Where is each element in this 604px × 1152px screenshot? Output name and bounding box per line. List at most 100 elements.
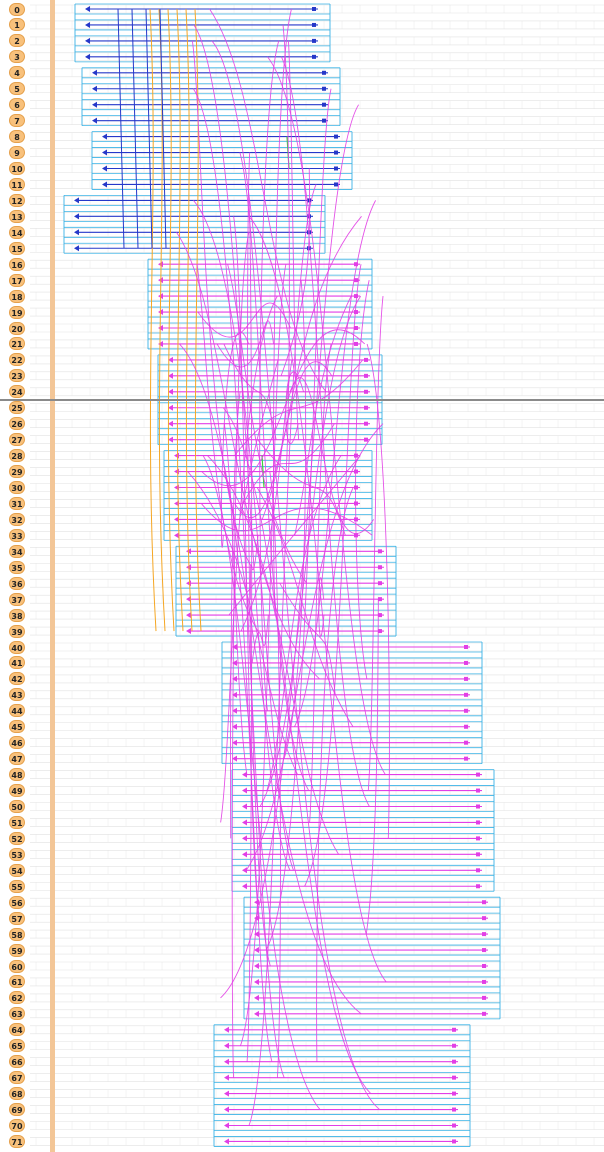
row-label-6[interactable]: 6 [9, 98, 25, 112]
magenta-net [230, 391, 241, 839]
magenta-net [196, 264, 259, 632]
row-label-16[interactable]: 16 [9, 257, 25, 271]
row-label-50[interactable]: 50 [9, 800, 25, 813]
row-label-3[interactable]: 3 [9, 50, 25, 64]
pin-marker [334, 150, 338, 155]
row-label-36[interactable]: 36 [9, 576, 25, 590]
magenta-net [216, 320, 274, 368]
row-label-0[interactable]: 0 [9, 2, 25, 16]
magenta-net [223, 343, 277, 440]
arrow-marker [92, 85, 97, 92]
row-label-28[interactable]: 28 [9, 449, 25, 463]
row-label-15[interactable]: 15 [9, 241, 25, 255]
row-label-68[interactable]: 68 [9, 1087, 25, 1101]
pin-marker [452, 1091, 456, 1096]
row-label-13[interactable]: 13 [9, 209, 25, 223]
row-label-22[interactable]: 22 [9, 353, 25, 367]
row-label-45[interactable]: 45 [9, 720, 25, 734]
row-label-20[interactable]: 20 [9, 321, 25, 335]
row-label-31[interactable]: 31 [9, 496, 25, 510]
row-label-2[interactable]: 2 [9, 34, 25, 48]
row-label-26[interactable]: 26 [9, 417, 25, 431]
row-label-69[interactable]: 69 [9, 1103, 25, 1117]
row-label-52[interactable]: 52 [9, 831, 25, 845]
magenta-net [251, 615, 269, 664]
row-label-47[interactable]: 47 [9, 752, 25, 766]
row-label-70[interactable]: 70 [9, 1119, 25, 1132]
green-net [261, 455, 265, 488]
row-label-61[interactable]: 61 [9, 975, 25, 989]
row-label-44[interactable]: 44 [9, 704, 25, 718]
row-label-19[interactable]: 19 [9, 305, 25, 319]
row-label-63[interactable]: 63 [9, 1007, 25, 1021]
blue-net [145, 8, 153, 249]
row-label-37[interactable]: 37 [9, 592, 25, 606]
row-label-30[interactable]: 30 [9, 481, 25, 494]
row-label-14[interactable]: 14 [9, 225, 25, 239]
row-label-17[interactable]: 17 [9, 273, 25, 287]
magenta-net [355, 280, 370, 679]
pin-marker [464, 692, 468, 697]
row-label-10[interactable]: 10 [9, 162, 25, 175]
magenta-net [192, 88, 285, 1078]
row-label-57[interactable]: 57 [9, 911, 25, 925]
row-label-29[interactable]: 29 [9, 465, 25, 479]
row-label-33[interactable]: 33 [9, 528, 25, 542]
arrow-marker [242, 787, 247, 794]
row-label-38[interactable]: 38 [9, 608, 25, 622]
row-label-41[interactable]: 41 [9, 656, 25, 670]
row-label-66[interactable]: 66 [9, 1055, 25, 1069]
magenta-net [233, 216, 260, 919]
row-label-23[interactable]: 23 [9, 369, 25, 383]
row-label-12[interactable]: 12 [9, 193, 25, 207]
row-label-8[interactable]: 8 [9, 130, 25, 144]
row-label-34[interactable]: 34 [9, 544, 25, 558]
row-label-56[interactable]: 56 [9, 895, 25, 909]
row-label-11[interactable]: 11 [9, 177, 25, 191]
pin-marker [482, 900, 486, 905]
row-label-35[interactable]: 35 [9, 560, 25, 574]
row-label-5[interactable]: 5 [9, 82, 25, 96]
row-label-54[interactable]: 54 [9, 863, 25, 877]
row-label-65[interactable]: 65 [9, 1039, 25, 1053]
row-label-46[interactable]: 46 [9, 736, 25, 750]
row-label-39[interactable]: 39 [9, 624, 25, 638]
row-label-42[interactable]: 42 [9, 672, 25, 686]
row-label-55[interactable]: 55 [9, 879, 25, 893]
arrow-marker [224, 1122, 229, 1129]
row-label-71[interactable]: 71 [9, 1134, 25, 1148]
row-label-58[interactable]: 58 [9, 927, 25, 941]
row-label-21[interactable]: 21 [9, 337, 25, 351]
row-label-64[interactable]: 64 [9, 1023, 25, 1037]
magenta-net [285, 371, 304, 444]
row-label-43[interactable]: 43 [9, 688, 25, 702]
row-label-49[interactable]: 49 [9, 784, 25, 798]
row-label-4[interactable]: 4 [9, 66, 25, 80]
row-label-18[interactable]: 18 [9, 289, 25, 303]
arrow-marker [186, 580, 191, 587]
row-label-9[interactable]: 9 [9, 146, 25, 160]
row-label-59[interactable]: 59 [9, 943, 25, 957]
pin-marker [476, 804, 480, 809]
magenta-net [220, 331, 250, 548]
row-label-60[interactable]: 60 [9, 959, 25, 973]
row-label-7[interactable]: 7 [9, 114, 25, 128]
magenta-net [234, 359, 364, 456]
row-label-48[interactable]: 48 [9, 768, 25, 782]
pin-marker [307, 214, 311, 219]
row-label-24[interactable]: 24 [9, 385, 25, 399]
row-label-27[interactable]: 27 [9, 433, 25, 447]
row-label-62[interactable]: 62 [9, 991, 25, 1005]
pin-marker [378, 629, 382, 634]
row-label-1[interactable]: 1 [9, 18, 25, 32]
row-label-53[interactable]: 53 [9, 847, 25, 861]
row-label-25[interactable]: 25 [9, 401, 25, 415]
row-label-51[interactable]: 51 [9, 815, 25, 829]
row-label-67[interactable]: 67 [9, 1071, 25, 1085]
magenta-net [240, 359, 293, 632]
row-label-32[interactable]: 32 [9, 512, 25, 526]
row-label-40[interactable]: 40 [9, 640, 25, 654]
pin-marker [354, 310, 358, 315]
